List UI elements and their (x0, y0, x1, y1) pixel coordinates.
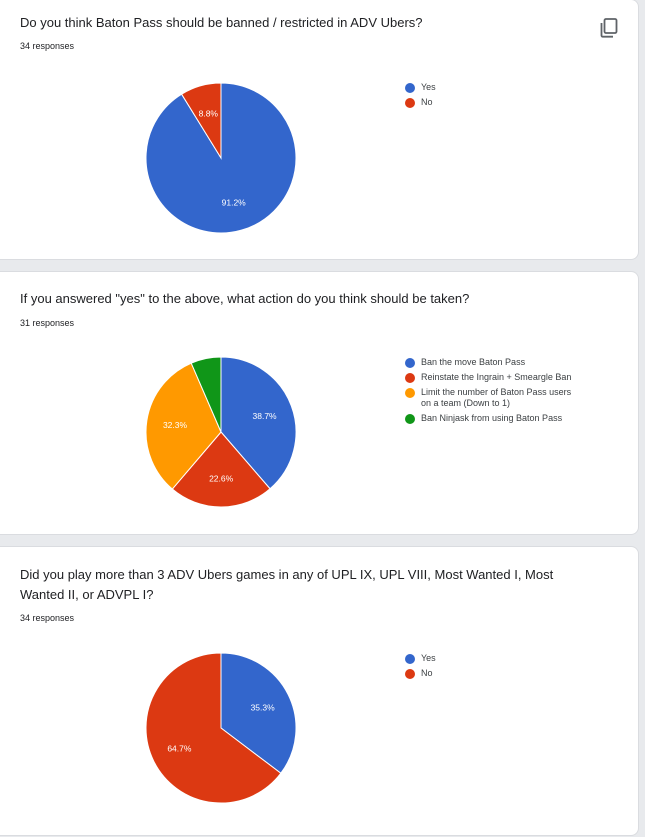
legend-label: Ban the move Baton Pass (421, 357, 526, 367)
legend-swatch (405, 83, 415, 93)
legend-label: Ban Ninjask from using Baton Pass (421, 413, 563, 423)
pie-slice-limit-the-number-of-baton-pass-users-on-a-team-down-to-1[interactable] (145, 362, 222, 490)
question-title: Do you think Baton Pass should be banned… (20, 15, 423, 30)
response-count: 31 responses (20, 318, 75, 328)
slice-label: 64.7% (167, 744, 192, 754)
legend-item[interactable]: Yes (405, 653, 605, 664)
slice-label: 91.2% (222, 198, 247, 208)
question-title: Did you play more than 3 ADV Ubers games… (20, 567, 554, 602)
pie-slice-yes[interactable] (220, 652, 297, 774)
legend-item[interactable]: Ban the move Baton Pass (405, 357, 615, 368)
slice-label: 8.8% (199, 108, 219, 118)
legend-swatch (405, 373, 415, 383)
legend-swatch (405, 358, 415, 368)
question-title: If you answered "yes" to the above, what… (20, 291, 470, 306)
legend-label: No (421, 97, 433, 107)
legend-label: Limit the number of Baton Pass users on a… (421, 387, 572, 408)
slice-label: 22.6% (209, 473, 234, 483)
response-count: 34 responses (20, 41, 75, 51)
pie-slice-ban-the-move-baton-pass[interactable] (220, 356, 297, 490)
legend-swatch (405, 388, 415, 398)
legend-item[interactable]: Ban Ninjask from using Baton Pass (405, 413, 615, 424)
legend-label: Yes (421, 653, 436, 663)
legend-label: Yes (421, 82, 436, 92)
pie-chart: 38.7% 22.6% 32.3% (145, 356, 297, 508)
legend-item[interactable]: No (405, 668, 605, 679)
chart-legend: Yes No (405, 653, 605, 683)
pie-chart: 91.2% 8.8% (145, 82, 297, 234)
question-card-2: If you answered "yes" to the above, what… (0, 271, 639, 535)
pie-slice-ban-ninjask-from-using-baton-pass[interactable] (190, 356, 222, 433)
chart-legend: Yes No (405, 82, 605, 112)
legend-item[interactable]: No (405, 97, 605, 108)
pie-slice-no[interactable] (180, 82, 222, 160)
copy-chart-icon[interactable] (600, 18, 618, 38)
legend-swatch (405, 98, 415, 108)
pie-chart: 35.3% 64.7% (145, 652, 297, 804)
pie-slice-no[interactable] (145, 652, 282, 804)
legend-swatch (405, 414, 415, 424)
slice-label: 35.3% (251, 702, 276, 712)
legend-label: Reinstate the Ingrain + Smeargle Ban (421, 372, 572, 382)
slice-label: 32.3% (163, 420, 188, 430)
legend-swatch (405, 654, 415, 664)
legend-item[interactable]: Limit the number of Baton Pass users on a… (405, 387, 615, 409)
legend-item[interactable]: Yes (405, 82, 605, 93)
legend-swatch (405, 669, 415, 679)
pie-slice-reinstate-the-ingrain-smeargle-ban[interactable] (171, 431, 271, 508)
legend-item[interactable]: Reinstate the Ingrain + Smeargle Ban (405, 372, 615, 383)
response-count: 34 responses (20, 613, 75, 623)
slice-label: 38.7% (253, 411, 278, 421)
question-card-3: Did you play more than 3 ADV Ubers games… (0, 546, 639, 836)
legend-label: No (421, 668, 433, 678)
question-card-1: Do you think Baton Pass should be banned… (0, 0, 639, 260)
chart-legend: Ban the move Baton Pass Reinstate the Ing… (405, 357, 615, 428)
